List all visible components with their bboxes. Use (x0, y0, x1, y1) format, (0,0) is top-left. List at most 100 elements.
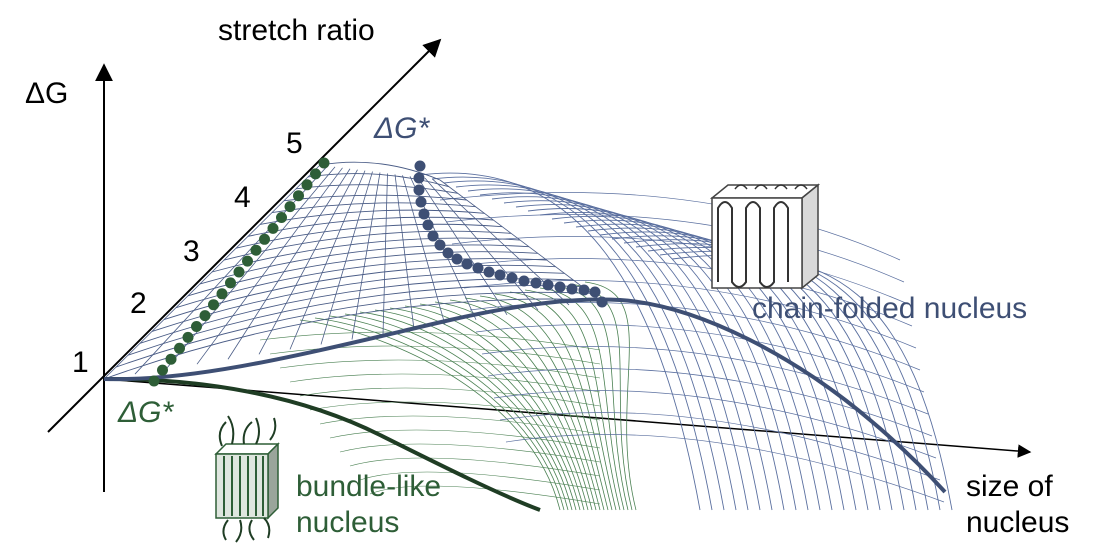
grid-line (247, 216, 494, 237)
bundle-mesh-line (299, 319, 561, 511)
bundle-mesh-line (339, 443, 601, 463)
size-axis-label-line2: nucleus (966, 506, 1069, 539)
chain-critical-path-dots (413, 160, 608, 308)
bundle-mesh-line (269, 345, 601, 365)
bundle-critical-point (191, 321, 202, 332)
chain-critical-point (596, 296, 608, 308)
chain-folded-surface-mesh (419, 172, 953, 511)
stretch-ratio-axis-label: stretch ratio (218, 14, 375, 47)
bundle-mesh-line (309, 401, 601, 421)
stretch-tick-2: 2 (130, 287, 147, 320)
grid-line (134, 165, 328, 375)
stretch-tick-4: 4 (234, 181, 251, 214)
chain-mesh-line (515, 204, 797, 511)
chain-critical-point (542, 279, 554, 291)
bundle-critical-point (301, 179, 313, 191)
bundle-mesh-line (329, 429, 601, 449)
bundle-mesh-line (464, 297, 605, 511)
chain-critical-point (518, 275, 530, 287)
bundle-critical-point (216, 288, 228, 300)
grid-line (227, 168, 351, 360)
chain-mesh-line (439, 192, 901, 261)
bundle-mesh-line (509, 291, 617, 511)
grid-line (235, 223, 503, 249)
chain-critical-point (472, 262, 484, 274)
grid-line (382, 173, 388, 335)
grid-line (196, 167, 343, 365)
chain-critical-point (530, 277, 542, 289)
bundle-critical-point (182, 331, 194, 343)
chain-critical-point (427, 230, 439, 242)
bundle-mesh-line (539, 287, 625, 511)
chain-critical-point (413, 172, 425, 184)
bundle-like-surface-mesh (259, 281, 637, 511)
stretch-ratio-axis-line (47, 38, 442, 433)
bundle-mesh-line (279, 359, 601, 379)
chain-mesh-line (455, 184, 737, 511)
chain-mesh-line (623, 239, 905, 511)
chain-critical-point (506, 272, 518, 284)
bundle-mesh-line (404, 305, 589, 511)
chain-mesh-line (487, 368, 933, 437)
bundle-like-nucleus-icon (214, 415, 280, 543)
bundle-mesh-line (349, 457, 601, 477)
chain-mesh-line (647, 246, 929, 511)
chain-critical-point (578, 284, 590, 296)
chain-critical-point (566, 283, 578, 295)
chain-mesh-line (499, 412, 941, 481)
chain-critical-point (461, 258, 473, 270)
grid-line (307, 173, 450, 188)
chain-folded-nucleus-label: chain-folded nucleus (752, 292, 1027, 325)
chain-critical-point (451, 253, 463, 265)
bundle-mesh-line (344, 313, 573, 511)
chain-critical-point (413, 184, 425, 196)
bundle-mesh-line (434, 301, 597, 511)
delta-g-star-bundle-label: ΔG* (117, 396, 174, 429)
chain-critical-point (483, 266, 495, 278)
size-axis-label-line1: size of (966, 470, 1053, 503)
bundle-mesh-line (314, 317, 565, 511)
grid-line (351, 172, 381, 340)
bundle-mesh-line (289, 373, 601, 393)
bundle-critical-point (225, 277, 236, 289)
grid-line (402, 175, 446, 325)
grid-line (165, 166, 336, 370)
bundle-mesh-line (524, 289, 621, 511)
bundle-critical-point (157, 364, 168, 376)
bundle-critical-path-dots (148, 157, 330, 387)
bundle-critical-point (284, 201, 296, 213)
bundle-mesh-line (584, 281, 637, 511)
chain-mesh-line (493, 390, 937, 459)
bundle-mesh-line (259, 331, 601, 351)
bundle-critical-point (208, 299, 219, 311)
bundle-critical-point (174, 342, 185, 354)
bundle-mesh-line (359, 471, 601, 491)
grid-line (289, 170, 366, 350)
chain-folded-nucleus-icon (709, 183, 821, 290)
chain-critical-point (434, 239, 446, 251)
chain-mesh-line (443, 180, 725, 511)
bundle-mesh-line (389, 307, 585, 511)
chain-mesh-line (457, 258, 913, 327)
chain-mesh-line (491, 196, 773, 511)
size-axis-line (103, 378, 1032, 458)
chain-critical-point (589, 286, 601, 298)
chain-critical-point (554, 281, 566, 293)
delta-g-axis-label: ΔG (25, 77, 68, 110)
bundle-like-nucleus-label-line1: bundle-like (296, 470, 441, 503)
stretch-tick-3: 3 (183, 235, 200, 268)
delta-g-star-chain-label: ΔG* (373, 112, 430, 145)
chain-critical-point (414, 160, 426, 172)
grid-line (320, 171, 373, 345)
stretch-tick-1: 1 (72, 346, 89, 379)
chain-mesh-line (505, 434, 945, 503)
bundle-critical-point (165, 353, 177, 365)
grid-line (258, 169, 358, 355)
bundle-critical-point (199, 310, 211, 322)
chain-critical-point (442, 247, 454, 259)
grid-line (439, 179, 601, 301)
bundle-critical-point (267, 222, 279, 234)
chain-mesh-line (451, 236, 909, 305)
